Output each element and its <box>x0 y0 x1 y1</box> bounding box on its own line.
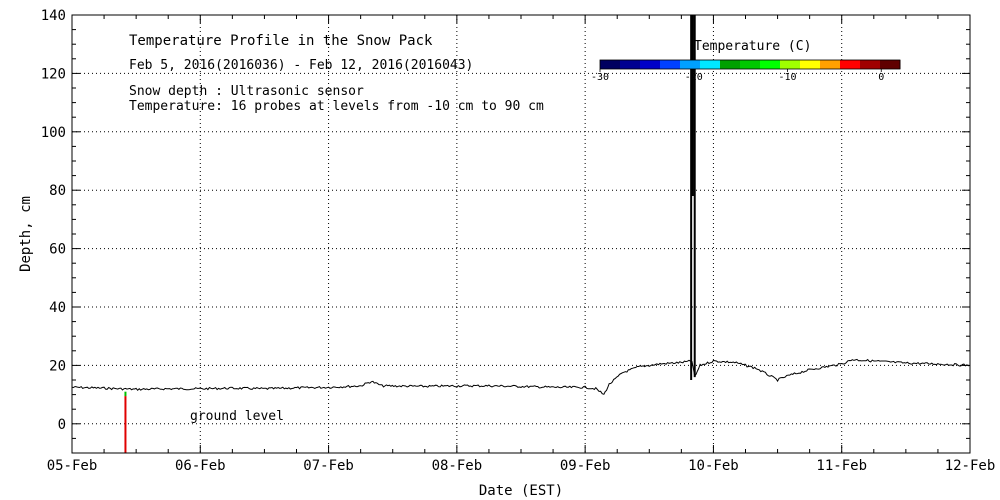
colorbar-swatch <box>600 60 621 69</box>
y-tick-label: 40 <box>49 300 66 316</box>
plot-area <box>72 15 970 453</box>
snow-depth-line <box>71 358 971 395</box>
y-tick-label: 140 <box>41 8 66 24</box>
y-tick-label: 60 <box>49 242 66 258</box>
x-tick-label: 08-Feb <box>432 458 483 474</box>
colorbar-swatch <box>740 60 761 69</box>
gridlines <box>72 15 970 453</box>
series-group <box>71 358 971 395</box>
colorbar-swatch <box>720 60 741 69</box>
colorbar-swatch <box>700 60 721 69</box>
colorbar-tick-label: 0 <box>878 72 884 83</box>
x-tick-label: 06-Feb <box>175 458 226 474</box>
chart-title: Temperature Profile in the Snow Pack <box>129 33 433 49</box>
colorbar-tick-label: -30 <box>591 72 609 83</box>
colorbar-swatch <box>760 60 781 69</box>
y-tick-label: 120 <box>41 66 66 82</box>
y-tick-label: 0 <box>58 417 66 433</box>
colorbar-swatch <box>620 60 641 69</box>
note-temperature: Temperature: 16 probes at levels from -1… <box>129 99 544 114</box>
y-axis-label: Depth, cm <box>18 196 34 272</box>
colorbar-swatch <box>820 60 841 69</box>
y-tick-label: 100 <box>41 125 66 141</box>
colorbar-swatch <box>860 60 881 69</box>
x-tick-label: 11-Feb <box>816 458 867 474</box>
colorbar-swatch <box>800 60 821 69</box>
x-tick-label: 09-Feb <box>560 458 611 474</box>
temperature-colorbar: Temperature (C) -30 -20 -10 0 <box>591 39 901 83</box>
x-tick-label: 07-Feb <box>303 458 354 474</box>
colorbar-tick-label: -20 <box>685 72 703 83</box>
colorbar-swatch <box>680 60 701 69</box>
probe-segments <box>124 15 696 453</box>
colorbar-swatch <box>780 60 801 69</box>
x-ticks: 05-Feb 06-Feb 07-Feb 08-Feb 09-Feb 10-Feb 11-F… <box>47 15 996 474</box>
colorbar-title: Temperature (C) <box>694 39 811 54</box>
ground-level-label: ground level <box>190 409 284 424</box>
x-tick-label: 05-Feb <box>47 458 98 474</box>
chart-subtitle: Feb 5, 2016(2016036) - Feb 12, 2016(2016… <box>129 58 473 73</box>
colorbar-frame <box>599 59 901 70</box>
y-ticks: 0 20 40 60 80 100 120 140 <box>41 8 970 454</box>
x-tick-label: 10-Feb <box>688 458 739 474</box>
colorbar-tick-label: -10 <box>778 72 796 83</box>
colorbar-swatch <box>840 60 861 69</box>
colorbar-swatch <box>640 60 661 69</box>
colorbar-swatch <box>660 60 681 69</box>
y-tick-label: 80 <box>49 183 66 199</box>
colorbar-swatch <box>880 60 901 69</box>
x-axis-label: Date (EST) <box>479 483 563 499</box>
note-snow-depth: Snow depth : Ultrasonic sensor <box>129 84 364 99</box>
y-tick-label: 20 <box>49 358 66 374</box>
x-tick-label: 12-Feb <box>945 458 996 474</box>
